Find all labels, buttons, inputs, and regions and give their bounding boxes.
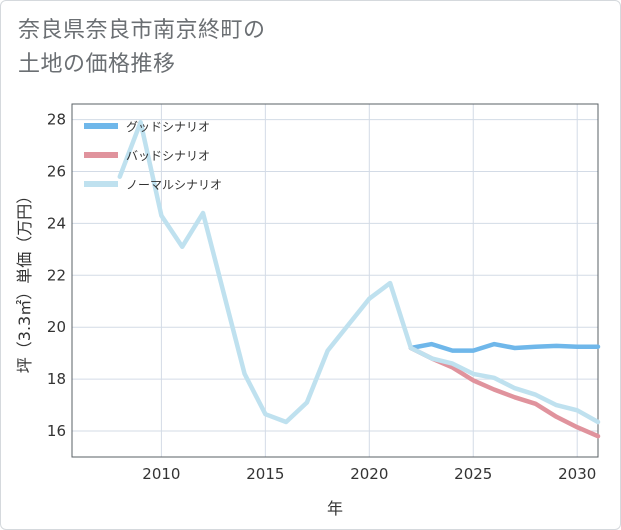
y-tick-label: 26 xyxy=(47,162,66,180)
legend-label: バッドシナリオ xyxy=(126,149,210,163)
y-tick-label: 28 xyxy=(47,111,66,129)
x-tick-label: 2030 xyxy=(558,465,596,483)
x-tick-label: 2020 xyxy=(350,465,388,483)
y-tick-label: 20 xyxy=(47,318,66,336)
y-tick-label: 22 xyxy=(47,266,66,284)
series-line-3 xyxy=(117,119,601,425)
y-tick-label: 18 xyxy=(47,370,66,388)
x-tick-label: 2025 xyxy=(454,465,492,483)
series-line-1 xyxy=(408,341,601,353)
legend-label: ノーマルシナリオ xyxy=(126,178,222,192)
title-line-1: 奈良県奈良市南京終町の xyxy=(18,18,266,43)
title-line-2: 土地の価格推移 xyxy=(18,52,176,77)
x-tick-label: 2015 xyxy=(246,465,284,483)
x-tick-label: 2010 xyxy=(142,465,180,483)
y-tick-label: 24 xyxy=(47,214,66,232)
legend-label: グッドシナリオ xyxy=(126,120,210,134)
plot-area-frame xyxy=(71,103,599,458)
series-lines xyxy=(117,119,601,439)
tick-labels: 2010 2015 2020 2025 2030 16 18 20 22 24 26 28 xyxy=(47,111,596,483)
y-tick-label: 16 xyxy=(47,422,66,440)
grid xyxy=(72,104,598,457)
x-axis-label: 年 xyxy=(327,499,343,518)
y-axis-label: 坪（3.3㎡）単価（万円） xyxy=(15,188,34,373)
chart-title: 奈良県奈良市南京終町の 土地の価格推移 xyxy=(18,14,266,82)
